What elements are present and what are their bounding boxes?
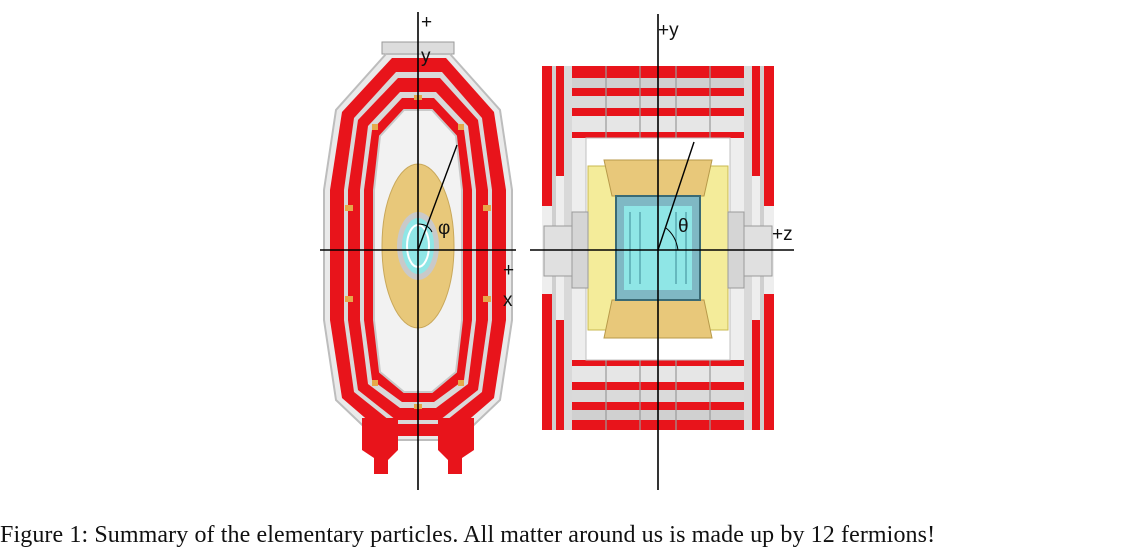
transverse-x-name-label: x xyxy=(503,290,513,311)
longitudinal-tracker-layers xyxy=(629,212,687,284)
transverse-right-foot xyxy=(438,418,474,474)
longitudinal-theta-line xyxy=(657,141,695,251)
transverse-y-name-label: y xyxy=(421,46,431,67)
transverse-phi-arc xyxy=(417,223,433,233)
longitudinal-theta-arc xyxy=(665,227,679,251)
transverse-view: + y + x φ xyxy=(320,12,516,490)
transverse-y-plus-label: + xyxy=(421,12,432,33)
longitudinal-view: +y +z θ xyxy=(530,14,794,490)
longitudinal-y-label: +y xyxy=(658,20,679,41)
transverse-phi-line xyxy=(417,144,458,251)
transverse-phi-label: φ xyxy=(438,218,450,239)
transverse-x-plus-label: + xyxy=(503,260,514,281)
longitudinal-z-label: +z xyxy=(772,224,793,245)
longitudinal-theta-label: θ xyxy=(678,216,689,237)
transverse-left-foot xyxy=(362,418,398,474)
figure-caption: Figure 1: Summary of the elementary part… xyxy=(0,522,936,548)
